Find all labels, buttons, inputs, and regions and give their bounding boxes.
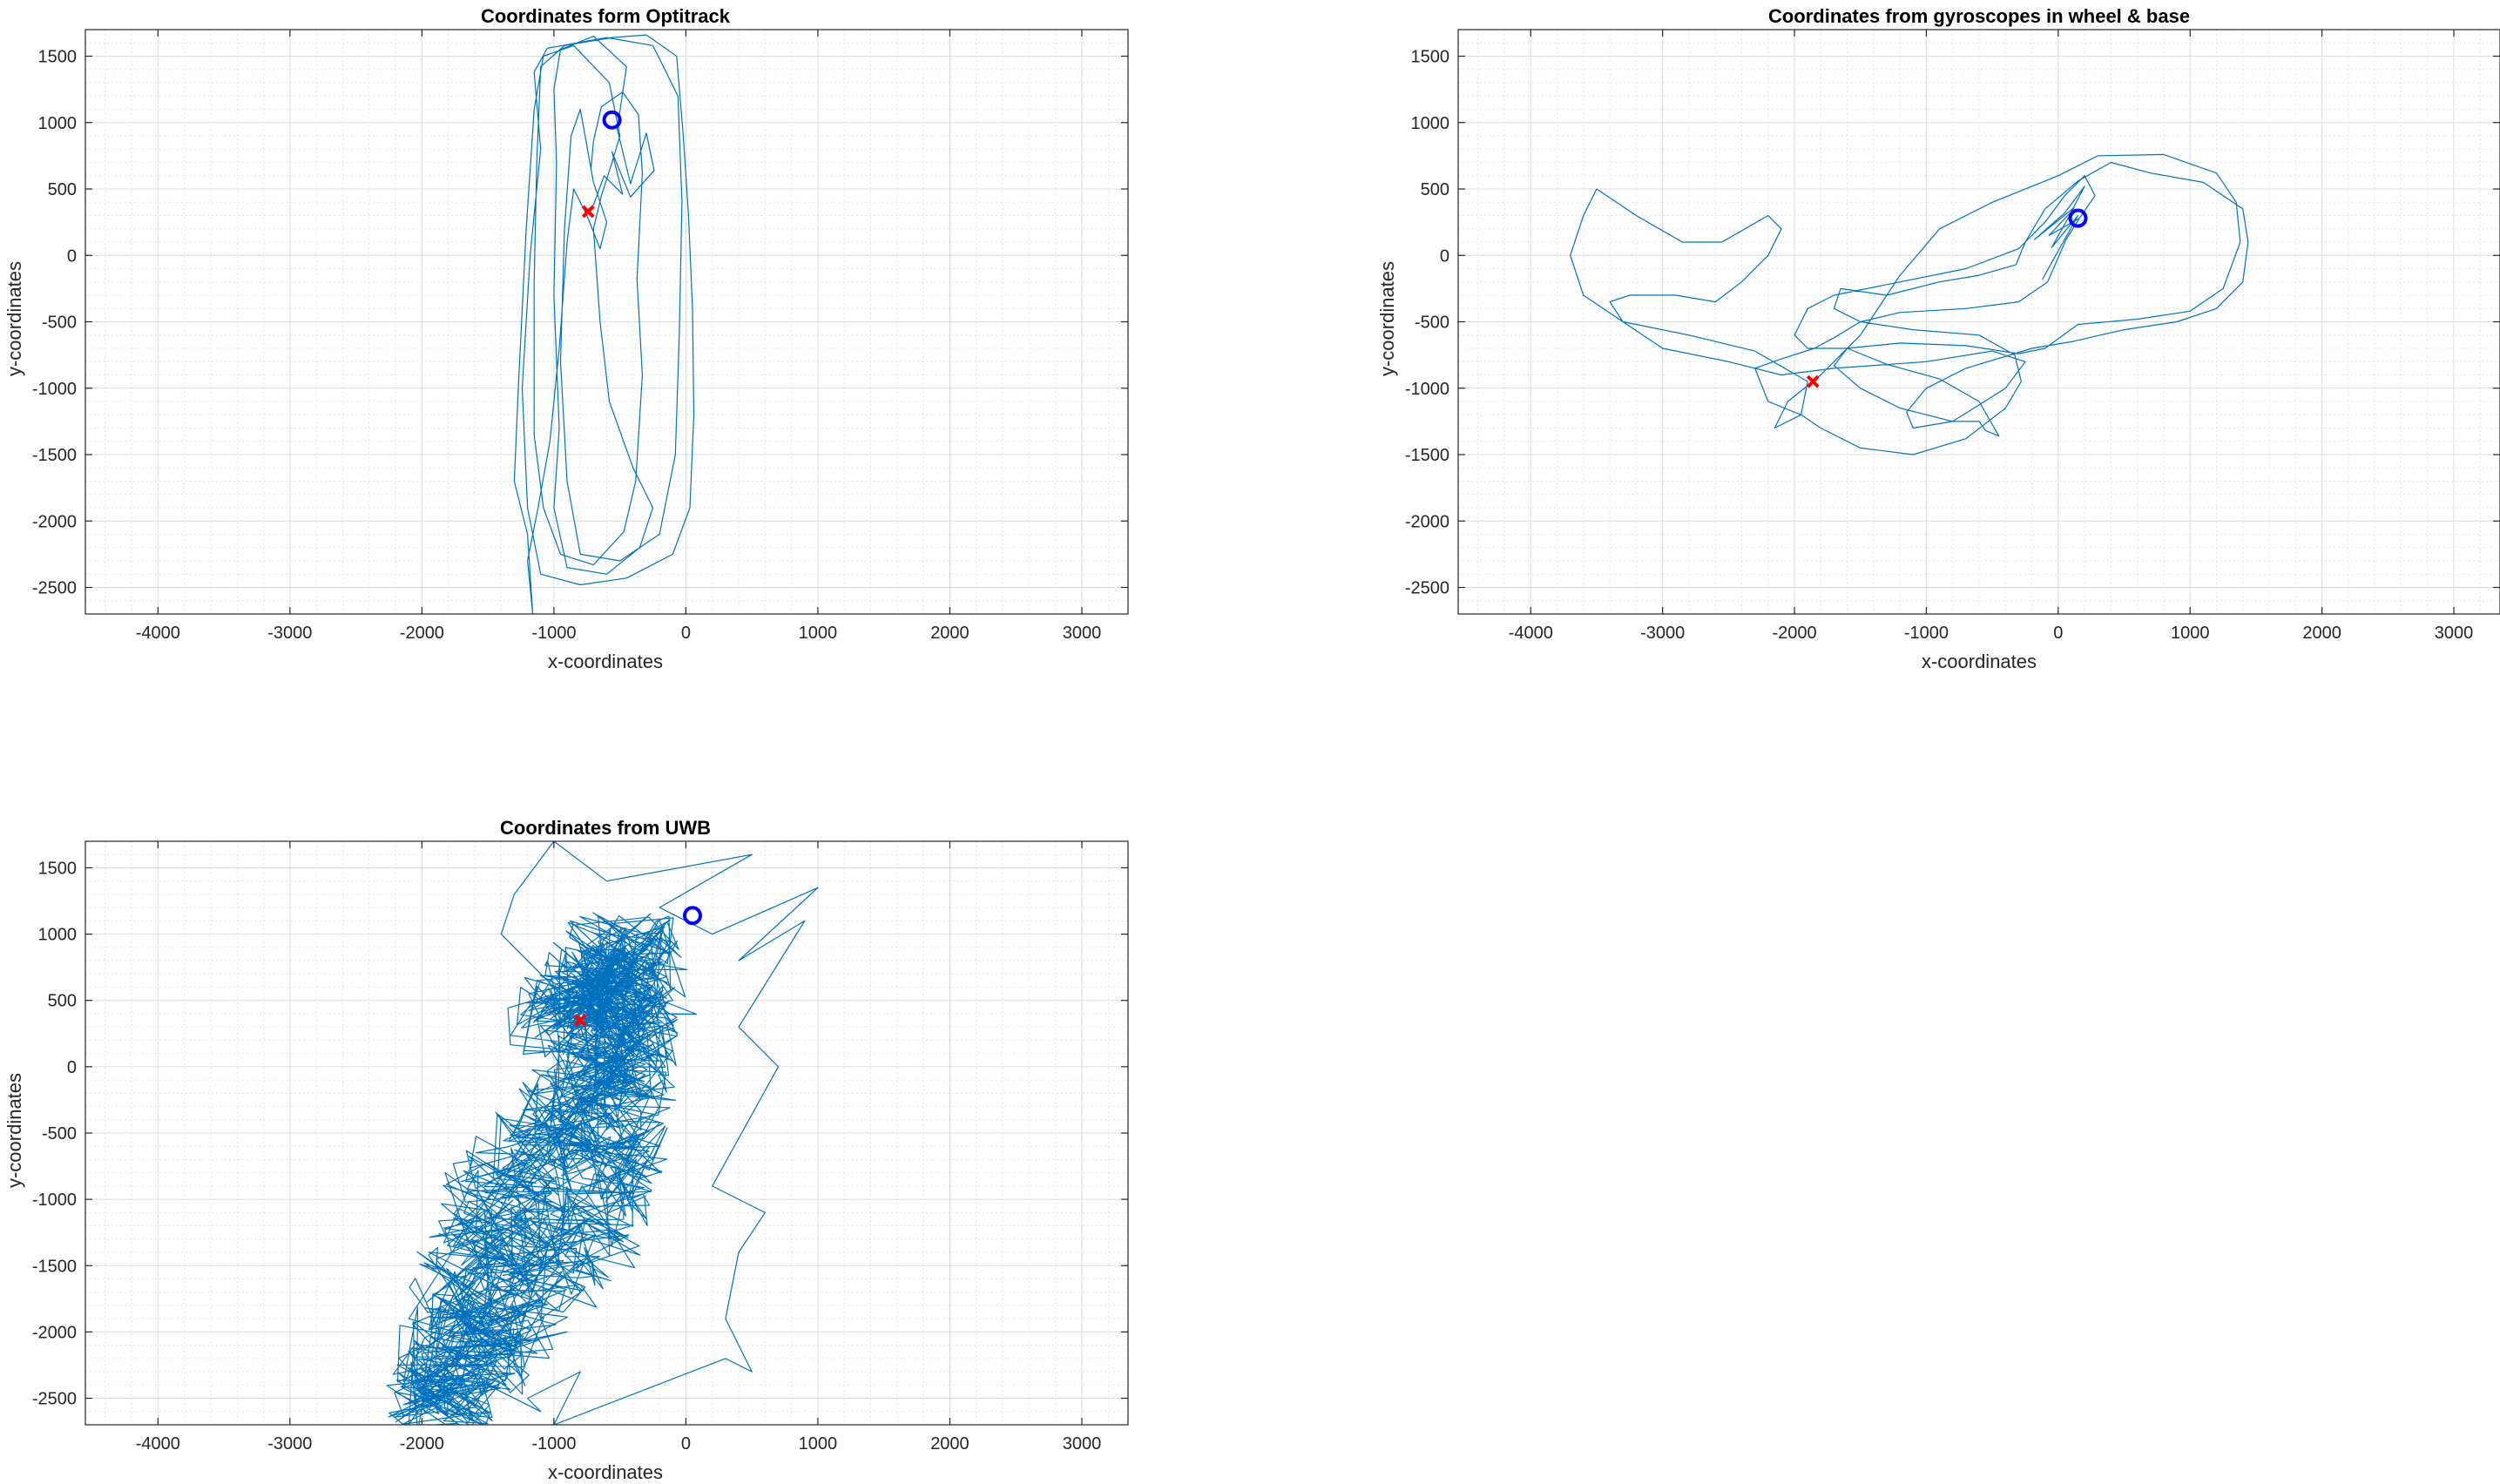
uwb-xtick-label: 2000 [930, 1434, 970, 1454]
gyroscope-xtick-label: 3000 [2435, 624, 2474, 643]
optitrack-start-marker [602, 110, 622, 130]
optitrack-ytick-label: 0 [67, 246, 77, 266]
uwb-end-marker [573, 1014, 587, 1027]
gyroscope-ytick-label: 1500 [1411, 48, 1450, 67]
uwb-ytick-label: -2500 [32, 1390, 77, 1409]
gyroscope-start-marker [2068, 208, 2088, 228]
optitrack-xtick-label: 1000 [799, 624, 838, 643]
gyroscope-ytick-label: -500 [1415, 314, 1449, 333]
uwb-ytick-label: -2000 [32, 1323, 77, 1342]
optitrack-subplot: -4000 -3000 -2000 -1000 0 1000 2000 3000 -2500 -2… [3, 5, 1129, 672]
uwb-ytick-label: 500 [48, 992, 77, 1011]
gyroscope-title: Coordinates from gyroscopes in wheel & b… [1768, 5, 2190, 27]
uwb-title: Coordinates from UWB [500, 817, 711, 839]
optitrack-ytick-label: -500 [42, 314, 77, 333]
uwb-ytick-label: 1000 [38, 926, 78, 945]
gyroscope-ytick-label: 500 [1421, 180, 1449, 199]
uwb-trajectory-line [386, 841, 819, 1425]
uwb-xtick-label: 3000 [1063, 1434, 1102, 1454]
uwb-xtick-label: 1000 [799, 1434, 838, 1454]
gyroscope-ytick-label: -1500 [1405, 446, 1449, 465]
optitrack-end-marker [581, 205, 595, 219]
optitrack-xtick-label: -3000 [267, 624, 312, 643]
gyroscope-xtick-label: -1000 [1904, 624, 1949, 643]
uwb-xtick-label: -2000 [400, 1434, 444, 1454]
gyroscope-trajectory-line [1570, 153, 2249, 455]
gyroscope-xtick-label: -3000 [1640, 624, 1685, 643]
uwb-ytick-label: 0 [67, 1058, 77, 1077]
gyroscope-ytick-label: 1000 [1411, 114, 1450, 133]
uwb-xtick-label: -3000 [267, 1434, 312, 1454]
gyroscope-xtick-label: 0 [2053, 624, 2063, 643]
gyroscope-xlabel: x-coordinates [1922, 651, 2037, 672]
uwb-xtick-label: -1000 [531, 1434, 576, 1454]
gyroscope-xtick-label: 1000 [2171, 624, 2210, 643]
uwb-subplot: -4000 -3000 -2000 -1000 0 1000 2000 3000 -2500 -2… [3, 817, 1129, 1483]
uwb-ytick-label: -500 [42, 1124, 77, 1143]
optitrack-trajectory-line [513, 34, 695, 614]
optitrack-ytick-label: 1000 [38, 114, 78, 133]
gyroscope-ytick-label: -2000 [1405, 512, 1449, 531]
optitrack-xtick-label: 0 [681, 624, 691, 643]
uwb-ytick-label: -1500 [32, 1257, 77, 1276]
gyroscope-ylabel: y-coordinates [1376, 261, 1398, 376]
optitrack-ytick-label: -1000 [32, 380, 77, 399]
uwb-xtick-label: -4000 [136, 1434, 180, 1454]
gyroscope-ytick-label: -2500 [1405, 579, 1449, 598]
optitrack-xtick-label: 2000 [930, 624, 970, 643]
optitrack-ylabel: y-coordinates [3, 261, 25, 376]
optitrack-xlabel: x-coordinates [548, 651, 663, 672]
gyroscope-ytick-label: -1000 [1405, 380, 1449, 399]
gyroscope-xtick-label: -2000 [1772, 624, 1816, 643]
optitrack-xtick-label: 3000 [1063, 624, 1102, 643]
optitrack-xtick-label: -1000 [531, 624, 576, 643]
optitrack-ytick-label: -2500 [32, 579, 77, 598]
optitrack-title: Coordinates form Optitrack [481, 5, 731, 27]
gyroscope-xtick-label: 2000 [2302, 624, 2341, 643]
gyroscope-xtick-label: -4000 [1509, 624, 1553, 643]
optitrack-ytick-label: -2000 [32, 512, 77, 531]
optitrack-xtick-label: -4000 [136, 624, 180, 643]
uwb-ytick-label: -1000 [32, 1191, 77, 1210]
gyroscope-end-marker [1806, 374, 1820, 388]
uwb-ytick-label: 1500 [38, 859, 78, 878]
gyroscope-ytick-label: 0 [1440, 246, 1449, 266]
gyroscope-subplot: -4000 -3000 -2000 -1000 0 1000 2000 3000 -2500 -2… [1376, 5, 2500, 672]
optitrack-ytick-label: -1500 [32, 446, 77, 465]
optitrack-ytick-label: 1500 [38, 48, 78, 67]
uwb-xtick-label: 0 [681, 1434, 691, 1454]
optitrack-ytick-label: 500 [48, 180, 77, 199]
uwb-ylabel: y-coordinates [3, 1073, 25, 1188]
uwb-xlabel: x-coordinates [548, 1461, 663, 1483]
optitrack-xtick-label: -2000 [400, 624, 444, 643]
uwb-start-marker [682, 906, 702, 926]
